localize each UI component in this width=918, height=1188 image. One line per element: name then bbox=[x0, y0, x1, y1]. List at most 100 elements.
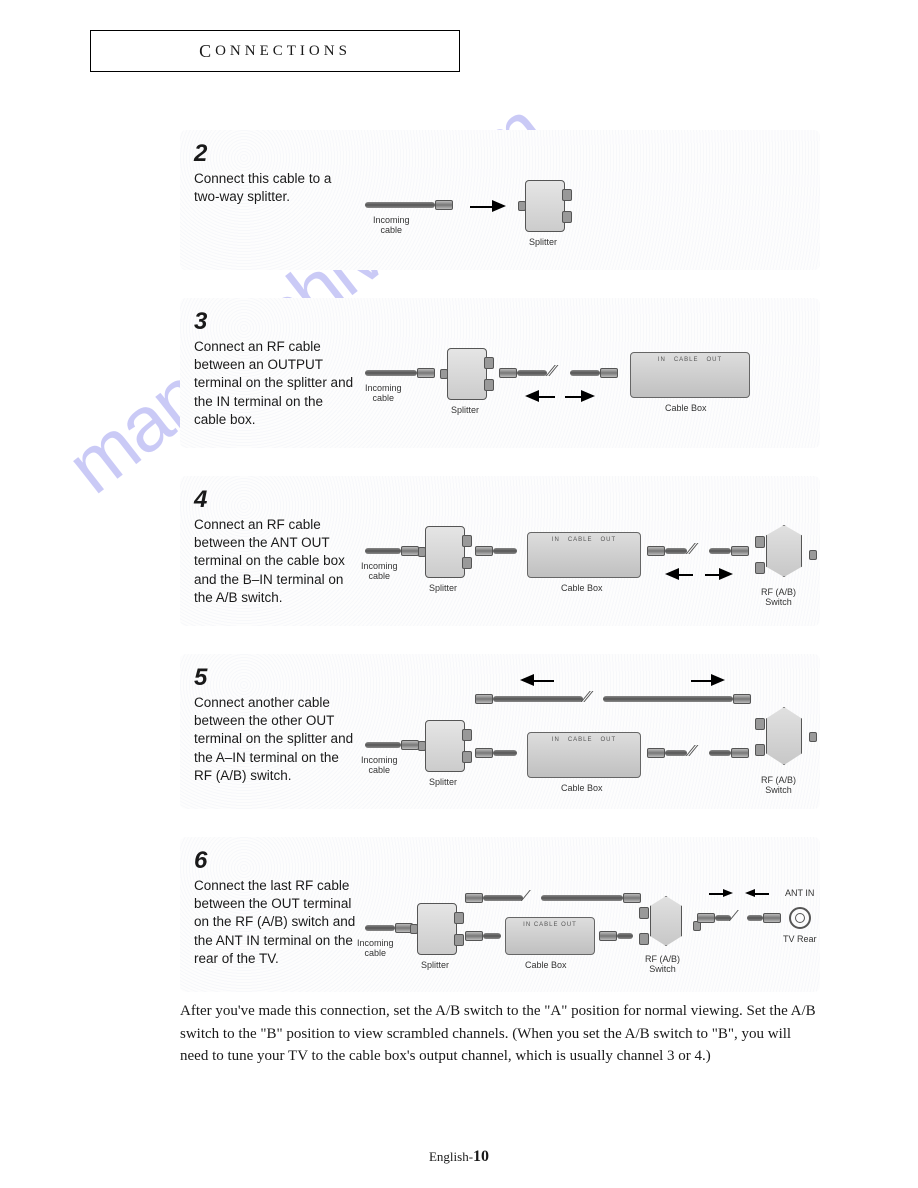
ab-switch-device bbox=[763, 704, 809, 770]
arrow-shaft bbox=[709, 893, 723, 895]
step-5: 5 Connect another cable between the othe… bbox=[180, 654, 820, 809]
arrow-shaft bbox=[534, 680, 554, 682]
step-text: Connect another cable between the other … bbox=[194, 694, 359, 785]
arrow-right-icon bbox=[492, 200, 506, 212]
rf-connector bbox=[731, 748, 749, 758]
cable-connector bbox=[401, 546, 419, 556]
rf-cable bbox=[709, 548, 731, 554]
splitter-device bbox=[425, 720, 465, 772]
step-3: 3 Connect an RF cable between an OUTPUT … bbox=[180, 298, 820, 448]
cable-box-device: IN CABLE OUT bbox=[527, 732, 641, 778]
arrow-shaft bbox=[470, 206, 492, 208]
splitter-label: Splitter bbox=[429, 778, 457, 788]
ab-label: RF (A/B) Switch bbox=[761, 776, 796, 796]
cable-connector bbox=[417, 368, 435, 378]
cable-box-device: IN CABLE OUT bbox=[505, 917, 595, 955]
incoming-label: Incoming cable bbox=[357, 939, 394, 959]
rf-cable bbox=[747, 915, 763, 921]
step-text: Connect an RF cable between an OUTPUT te… bbox=[194, 338, 359, 429]
cable-box-device: IN CABLE OUT bbox=[527, 532, 641, 578]
rf-connector bbox=[475, 546, 493, 556]
cablebox-label: Cable Box bbox=[561, 784, 603, 794]
rf-connector bbox=[763, 913, 781, 923]
section-header: CONNECTIONS bbox=[90, 30, 460, 72]
rf-connector bbox=[599, 931, 617, 941]
page-number: English-10 bbox=[0, 1148, 918, 1166]
splitter-device bbox=[425, 526, 465, 578]
rf-connector bbox=[731, 546, 749, 556]
cable-break-icon: ⁄ bbox=[525, 888, 541, 906]
arrow-left-icon bbox=[525, 390, 539, 402]
ant-in-port bbox=[789, 907, 811, 929]
step-3-diagram: Incoming cable Splitter ⁄⁄ IN CABLE OUT … bbox=[365, 308, 810, 438]
incoming-cable bbox=[365, 742, 401, 748]
rf-connector bbox=[733, 694, 751, 704]
rf-cable-top bbox=[541, 895, 623, 901]
arrow-shaft bbox=[691, 680, 711, 682]
rf-connector bbox=[499, 368, 517, 378]
rf-cable bbox=[493, 548, 517, 554]
arrow-left-icon bbox=[745, 889, 755, 897]
rf-connector bbox=[600, 368, 618, 378]
footer-paragraph: After you've made this connection, set t… bbox=[180, 1000, 820, 1068]
step-2-diagram: Incoming cable Splitter bbox=[365, 140, 810, 260]
cable-break-icon: ⁄⁄ bbox=[550, 363, 566, 381]
step-text: Connect this cable to a two-way splitter… bbox=[194, 170, 359, 206]
rf-cable bbox=[570, 370, 600, 376]
rf-cable bbox=[493, 750, 517, 756]
arrow-shaft bbox=[755, 893, 769, 895]
cablebox-label: Cable Box bbox=[561, 584, 603, 594]
rf-connector bbox=[623, 893, 641, 903]
steps-container: 2 Connect this cable to a two-way splitt… bbox=[180, 130, 820, 1020]
arrow-right-icon bbox=[711, 674, 725, 686]
rf-connector bbox=[647, 748, 665, 758]
arrow-right-icon bbox=[723, 889, 733, 897]
splitter-label: Splitter bbox=[529, 238, 557, 248]
rf-cable-top bbox=[493, 696, 583, 702]
incoming-label: Incoming cable bbox=[365, 384, 402, 404]
splitter-label: Splitter bbox=[429, 584, 457, 594]
rf-cable bbox=[665, 750, 687, 756]
incoming-cable bbox=[365, 925, 395, 931]
step-6: 6 Connect the last RF cable between the … bbox=[180, 837, 820, 992]
cable-box-device: IN CABLE OUT bbox=[630, 352, 750, 398]
rf-connector bbox=[697, 913, 715, 923]
cable-break-icon: ⁄⁄ bbox=[690, 541, 706, 559]
rf-connector bbox=[475, 694, 493, 704]
step-2: 2 Connect this cable to a two-way splitt… bbox=[180, 130, 820, 270]
arrow-shaft bbox=[705, 574, 719, 576]
ab-label: RF (A/B) Switch bbox=[761, 588, 796, 608]
step-4-diagram: Incoming cable Splitter IN CABLE OUT Cab… bbox=[365, 486, 810, 616]
ant-in-label: ANT IN bbox=[785, 889, 814, 899]
cable-connector bbox=[401, 740, 419, 750]
rf-cable bbox=[483, 933, 501, 939]
rf-connector bbox=[647, 546, 665, 556]
header-initial: C bbox=[199, 41, 215, 62]
ab-label: RF (A/B) Switch bbox=[645, 955, 680, 975]
rf-cable bbox=[665, 548, 687, 554]
cablebox-label: Cable Box bbox=[525, 961, 567, 971]
arrow-shaft bbox=[539, 396, 555, 398]
arrow-left-icon bbox=[520, 674, 534, 686]
tv-rear-label: TV Rear bbox=[783, 935, 817, 945]
cablebox-label: Cable Box bbox=[665, 404, 707, 414]
arrow-left-icon bbox=[665, 568, 679, 580]
ab-switch-device bbox=[647, 893, 693, 959]
incoming-cable bbox=[365, 548, 401, 554]
step-text: Connect the last RF cable between the OU… bbox=[194, 877, 359, 968]
rf-cable bbox=[715, 915, 731, 921]
ab-switch-device bbox=[763, 522, 809, 588]
rf-cable-top bbox=[603, 696, 733, 702]
page-num-value: 10 bbox=[473, 1148, 489, 1165]
page-prefix: English- bbox=[429, 1149, 473, 1164]
arrow-shaft bbox=[679, 574, 693, 576]
incoming-label: Incoming cable bbox=[373, 216, 410, 236]
step-text: Connect an RF cable between the ANT OUT … bbox=[194, 516, 359, 607]
incoming-cable bbox=[365, 370, 417, 376]
cable-connector bbox=[435, 200, 453, 210]
rf-cable bbox=[617, 933, 633, 939]
rf-cable-top bbox=[483, 895, 523, 901]
splitter-label: Splitter bbox=[451, 406, 479, 416]
cable-break-icon: ⁄⁄ bbox=[585, 689, 601, 707]
splitter-device bbox=[525, 180, 565, 232]
